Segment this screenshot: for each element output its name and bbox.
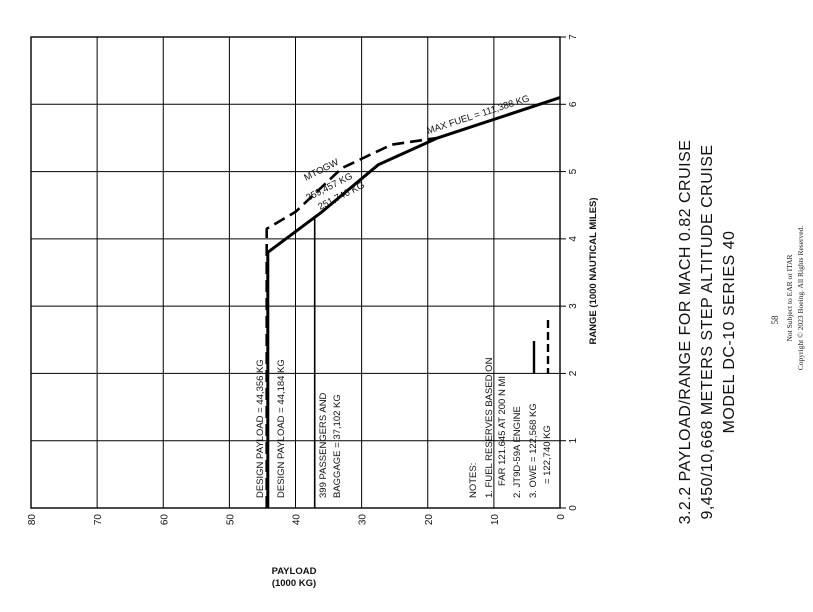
payload-tick-label: 10 xyxy=(490,514,501,526)
notes-line1: 1. FUEL RESERVES BASED ON xyxy=(484,357,495,498)
range-tick-label: 1 xyxy=(568,437,579,443)
series-line-solid xyxy=(266,96,561,508)
payload-tick-label: 60 xyxy=(159,514,170,526)
payload-tick-label: 30 xyxy=(358,514,369,526)
payload-tick-label: 70 xyxy=(93,514,104,526)
notes-line4: 3. OWE = 122,568 KG xyxy=(528,403,539,498)
payload-tick-label: 50 xyxy=(225,514,236,526)
title-line1: 3.2.2 PAYLOAD/RANGE FOR MACH 0.82 CRUISE xyxy=(677,140,694,525)
chart-grid xyxy=(30,36,566,509)
range-tick-label: 4 xyxy=(568,236,579,242)
payload-tick-label: 20 xyxy=(424,514,435,526)
payload-tick-label: 40 xyxy=(292,514,303,526)
notes-line5: = 122,740 KG xyxy=(542,425,553,484)
notes-line3: 2. JT9D-59A ENGINE xyxy=(512,406,523,498)
chart-series xyxy=(265,96,561,508)
series-line-dashed xyxy=(265,136,438,508)
range-tick-label: 2 xyxy=(568,370,579,376)
passengers-label-line2: BAGGAGE = 37,102 KG xyxy=(332,394,343,498)
chart-labels: 0 10 20 30 40 50 60 70 80 0 1 2 3 4 5 6 7 xyxy=(27,34,579,525)
range-tick-label: 7 xyxy=(568,34,579,40)
range-tick-label: 5 xyxy=(568,168,579,174)
footer-line1: Not Subject to EAR or ITAR xyxy=(785,254,794,341)
range-tick-label: 6 xyxy=(568,101,579,107)
payload-tick-label: 0 xyxy=(556,514,567,520)
notes-line2: FAR 121.645 AT 200 N MI xyxy=(497,376,508,486)
title-line2: 9,450/10,668 METERS STEP ALTITUDE CRUISE xyxy=(699,144,716,519)
y-axis-title-line2: (1000 KG) xyxy=(272,578,316,589)
passengers-label-line1: 399 PASSENGERS AND xyxy=(318,392,329,498)
max-fuel-label: MAX FUEL = 111,388 KG xyxy=(426,93,531,137)
y-axis-title-line1: PAYLOAD xyxy=(272,566,317,577)
design-payload-solid-label: DESIGN PAYLOAD = 44,184 KG xyxy=(276,359,287,498)
title-line3: MODEL DC-10 SERIES 40 xyxy=(721,231,738,434)
range-tick-label: 0 xyxy=(568,505,579,511)
payload-tick-label: 80 xyxy=(27,514,38,526)
x-axis-title: RANGE (1000 NAUTICAL MILES) xyxy=(588,197,599,344)
design-payload-dashed-label: DESIGN PAYLOAD = 44,356 KG xyxy=(255,359,266,498)
footer-line2: Copyright © 2023 Boeing. All Rights Rese… xyxy=(796,226,805,371)
range-tick-label: 3 xyxy=(568,303,579,309)
page-number: 58 xyxy=(770,315,780,325)
notes-heading: NOTES: xyxy=(468,463,479,498)
